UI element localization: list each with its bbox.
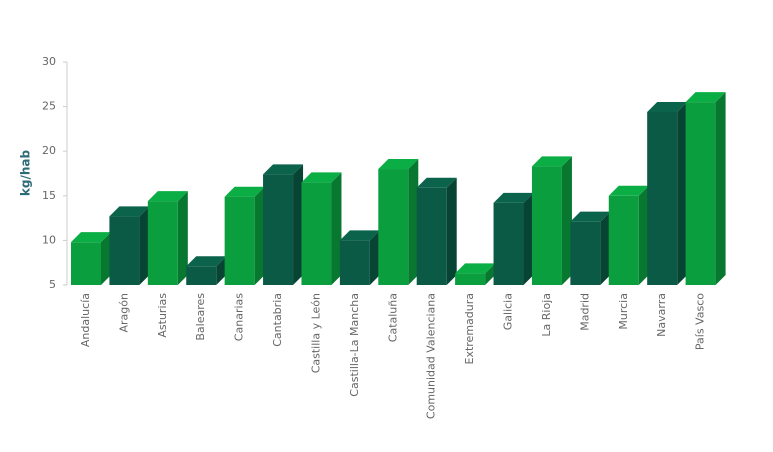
x-tick-label: Castilla y León <box>309 293 322 373</box>
bar-top <box>263 164 304 175</box>
bar <box>109 216 140 285</box>
bar-side <box>101 232 111 285</box>
x-tick-label: País Vasco <box>694 293 707 350</box>
x-tick-label: Baleares <box>194 293 207 341</box>
x-tick-label: Murcia <box>617 293 630 330</box>
bar-top <box>608 185 649 196</box>
x-tick-label: Madrid <box>578 293 591 331</box>
x-tick-label: La Rioja <box>540 293 553 337</box>
x-tick-label: Extremadura <box>463 293 476 365</box>
y-tick-label: 30 <box>42 55 56 68</box>
x-tick-label: Asturias <box>156 293 169 338</box>
y-axis-label: kg/hab <box>19 150 33 197</box>
x-tick-label: Aragón <box>117 293 130 333</box>
bar-side <box>523 192 534 285</box>
x-tick-label: Galicia <box>502 293 515 330</box>
bar-top <box>339 230 380 241</box>
bar-side <box>216 256 227 285</box>
bar-side <box>446 177 457 285</box>
bar <box>685 102 716 285</box>
bar-side <box>369 230 380 285</box>
bar <box>570 221 601 285</box>
bar-side <box>677 101 688 286</box>
bar-top <box>186 256 227 267</box>
bar-side <box>331 172 342 285</box>
bar-side <box>638 185 649 285</box>
bar-top <box>531 156 572 167</box>
x-tick-label: Cantabria <box>271 293 284 347</box>
y-tick-label: 10 <box>42 233 56 246</box>
x-tick-label: Navarra <box>655 293 668 337</box>
bar-top <box>455 263 496 274</box>
bar-top <box>147 191 188 202</box>
bar <box>339 240 370 285</box>
bar-side <box>254 186 265 285</box>
y-tick-label: 15 <box>42 189 56 202</box>
bar <box>493 202 524 285</box>
bar-top <box>71 232 111 243</box>
bar-side <box>600 211 611 285</box>
bar <box>378 169 409 285</box>
bar-top <box>647 101 688 112</box>
bar-top <box>109 206 150 217</box>
bar <box>647 111 678 286</box>
bar <box>531 166 562 285</box>
bar-top <box>416 177 457 188</box>
bar-side <box>715 92 726 285</box>
x-tick-label: Andalucía <box>79 293 92 347</box>
bar-top <box>301 172 342 183</box>
bar <box>301 182 332 285</box>
bar-side <box>177 191 188 285</box>
bar <box>147 201 178 285</box>
bar <box>71 242 101 285</box>
bar-side <box>293 164 304 285</box>
bar <box>455 273 486 285</box>
y-tick-label: 25 <box>42 100 56 113</box>
y-tick-label: 5 <box>49 278 56 291</box>
bar-side <box>485 263 496 285</box>
bar <box>416 187 447 285</box>
bar-top <box>224 186 265 197</box>
bar-side <box>408 159 419 285</box>
bar-top <box>378 159 419 170</box>
bar-top <box>493 192 534 203</box>
x-tick-label: Castilla-La Mancha <box>348 293 361 397</box>
bar <box>224 196 255 285</box>
x-tick-label: Comunidad Valenciana <box>425 293 438 419</box>
bar <box>186 266 217 285</box>
bar <box>263 174 294 285</box>
x-tick-label: Canarias <box>233 293 246 341</box>
bar-top <box>570 211 611 222</box>
x-tick-label: Cataluña <box>386 293 399 342</box>
bar-side <box>561 156 572 285</box>
bar-side <box>139 206 150 285</box>
bar <box>608 195 639 285</box>
y-tick-label: 20 <box>42 144 56 157</box>
bar-top <box>685 92 726 103</box>
